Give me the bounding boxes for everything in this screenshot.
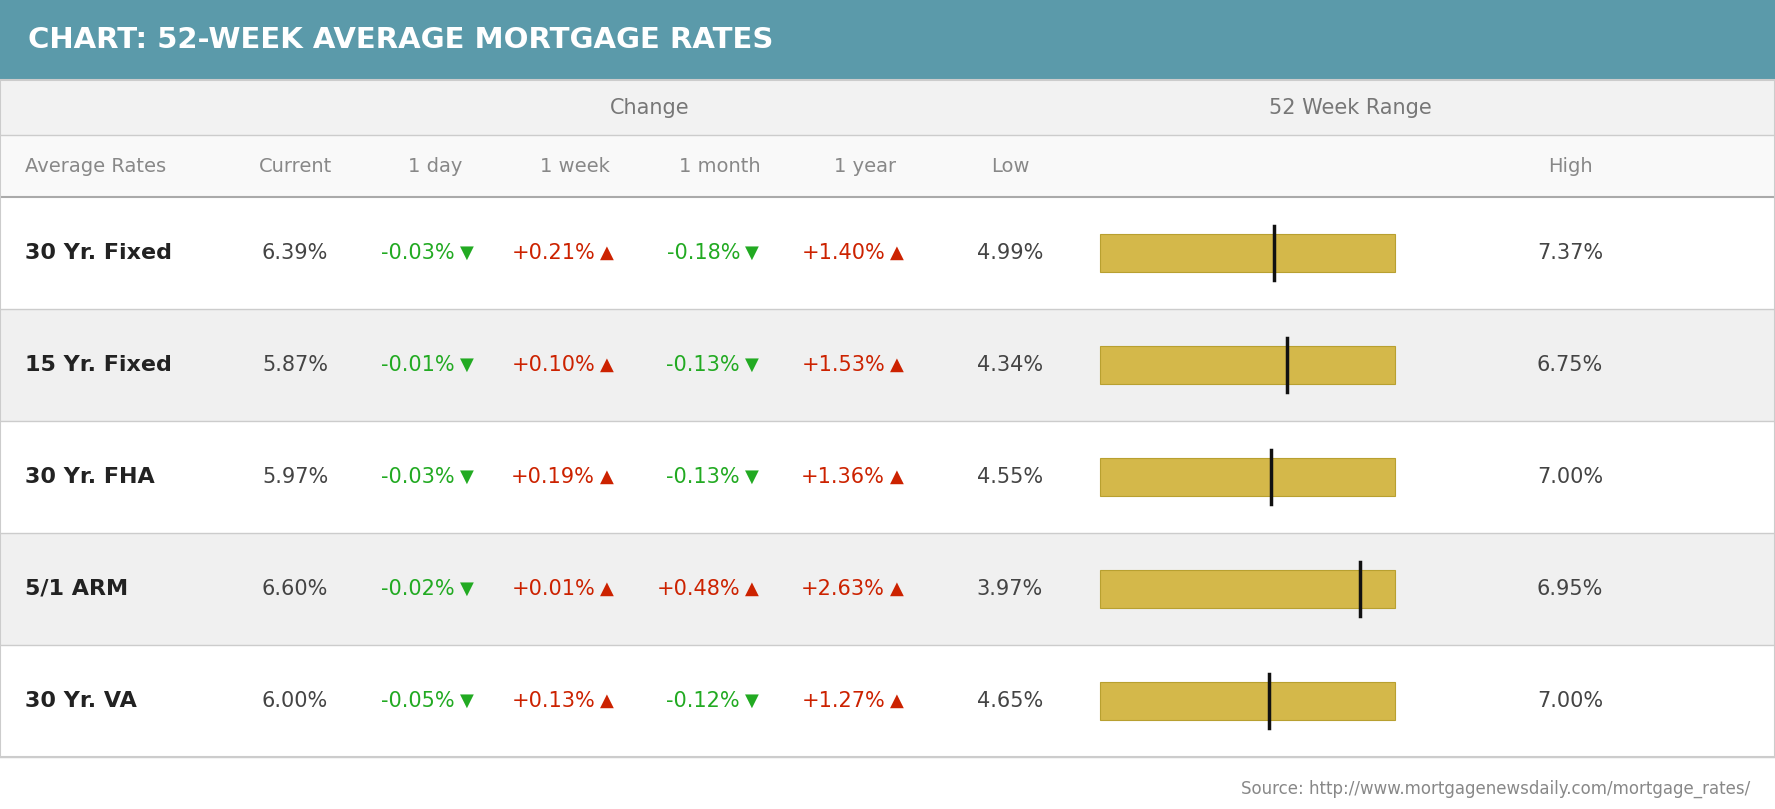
Text: +1.36%: +1.36% xyxy=(801,467,886,487)
Bar xyxy=(1100,458,1395,496)
Text: 7.37%: 7.37% xyxy=(1537,243,1603,263)
Bar xyxy=(0,80,1775,757)
Text: ▼: ▼ xyxy=(746,244,760,262)
Text: ▲: ▲ xyxy=(600,692,614,710)
Text: -0.13%: -0.13% xyxy=(666,355,740,375)
Text: ▼: ▼ xyxy=(460,580,474,598)
Text: -0.12%: -0.12% xyxy=(666,691,740,711)
Text: 7.00%: 7.00% xyxy=(1537,691,1603,711)
Text: 15 Yr. Fixed: 15 Yr. Fixed xyxy=(25,355,172,375)
Text: 30 Yr. Fixed: 30 Yr. Fixed xyxy=(25,243,172,263)
Text: +2.63%: +2.63% xyxy=(801,579,886,599)
Text: 1 year: 1 year xyxy=(834,156,896,176)
Text: +0.19%: +0.19% xyxy=(511,467,595,487)
Text: +0.01%: +0.01% xyxy=(511,579,595,599)
Text: -0.01%: -0.01% xyxy=(382,355,454,375)
Text: +0.48%: +0.48% xyxy=(657,579,740,599)
Bar xyxy=(0,421,1775,533)
Text: 4.65%: 4.65% xyxy=(976,691,1044,711)
Text: 3.97%: 3.97% xyxy=(976,579,1044,599)
Text: ▲: ▲ xyxy=(600,244,614,262)
Text: 30 Yr. FHA: 30 Yr. FHA xyxy=(25,467,154,487)
Text: Source: http://www.mortgagenewsdaily.com/mortgage_rates/: Source: http://www.mortgagenewsdaily.com… xyxy=(1241,780,1750,798)
Text: ▼: ▼ xyxy=(460,356,474,374)
Text: ▲: ▲ xyxy=(600,356,614,374)
Text: 30 Yr. VA: 30 Yr. VA xyxy=(25,691,137,711)
Text: 4.34%: 4.34% xyxy=(976,355,1044,375)
Text: +1.53%: +1.53% xyxy=(801,355,886,375)
Text: +1.40%: +1.40% xyxy=(801,243,886,263)
Text: Current: Current xyxy=(259,156,332,176)
Text: -0.03%: -0.03% xyxy=(382,243,454,263)
Text: 52 Week Range: 52 Week Range xyxy=(1269,98,1431,117)
Text: 1 day: 1 day xyxy=(408,156,462,176)
Text: 4.55%: 4.55% xyxy=(976,467,1044,487)
Text: ▲: ▲ xyxy=(746,580,760,598)
Text: ▲: ▲ xyxy=(889,692,903,710)
Text: CHART: 52-WEEK AVERAGE MORTGAGE RATES: CHART: 52-WEEK AVERAGE MORTGAGE RATES xyxy=(28,26,774,54)
Text: 5/1 ARM: 5/1 ARM xyxy=(25,579,128,599)
Text: ▲: ▲ xyxy=(600,580,614,598)
Text: +1.27%: +1.27% xyxy=(801,691,886,711)
Text: ▼: ▼ xyxy=(746,692,760,710)
Text: -0.18%: -0.18% xyxy=(666,243,740,263)
Text: -0.03%: -0.03% xyxy=(382,467,454,487)
Text: Low: Low xyxy=(990,156,1030,176)
Text: 6.00%: 6.00% xyxy=(263,691,328,711)
Text: 5.87%: 5.87% xyxy=(263,355,328,375)
Text: ▼: ▼ xyxy=(460,244,474,262)
Text: ▼: ▼ xyxy=(460,692,474,710)
Text: Average Rates: Average Rates xyxy=(25,156,167,176)
Text: 5.97%: 5.97% xyxy=(263,467,328,487)
Text: +0.21%: +0.21% xyxy=(511,243,595,263)
Bar xyxy=(1100,234,1395,272)
Bar xyxy=(1100,682,1395,720)
Text: ▼: ▼ xyxy=(746,356,760,374)
Bar xyxy=(1100,570,1395,608)
Text: 7.00%: 7.00% xyxy=(1537,467,1603,487)
Bar xyxy=(0,309,1775,421)
Bar xyxy=(0,135,1775,197)
Text: -0.02%: -0.02% xyxy=(382,579,454,599)
Text: 1 week: 1 week xyxy=(540,156,611,176)
Bar xyxy=(0,80,1775,135)
Text: ▲: ▲ xyxy=(889,468,903,486)
Text: ▼: ▼ xyxy=(460,468,474,486)
Bar xyxy=(1100,346,1395,384)
Text: High: High xyxy=(1548,156,1592,176)
Text: ▲: ▲ xyxy=(889,356,903,374)
Bar xyxy=(0,533,1775,645)
Bar xyxy=(0,645,1775,757)
Text: Change: Change xyxy=(611,98,690,117)
Text: ▲: ▲ xyxy=(889,580,903,598)
Text: 6.60%: 6.60% xyxy=(263,579,328,599)
Text: ▲: ▲ xyxy=(889,244,903,262)
Text: +0.13%: +0.13% xyxy=(511,691,595,711)
Text: 6.39%: 6.39% xyxy=(263,243,328,263)
Bar xyxy=(0,0,1775,80)
Text: 6.75%: 6.75% xyxy=(1537,355,1603,375)
Bar xyxy=(0,197,1775,309)
Text: 6.95%: 6.95% xyxy=(1537,579,1603,599)
Text: -0.13%: -0.13% xyxy=(666,467,740,487)
Text: 1 month: 1 month xyxy=(680,156,761,176)
Text: +0.10%: +0.10% xyxy=(511,355,595,375)
Text: ▲: ▲ xyxy=(600,468,614,486)
Text: ▼: ▼ xyxy=(746,468,760,486)
Text: -0.05%: -0.05% xyxy=(382,691,454,711)
Text: 4.99%: 4.99% xyxy=(976,243,1044,263)
